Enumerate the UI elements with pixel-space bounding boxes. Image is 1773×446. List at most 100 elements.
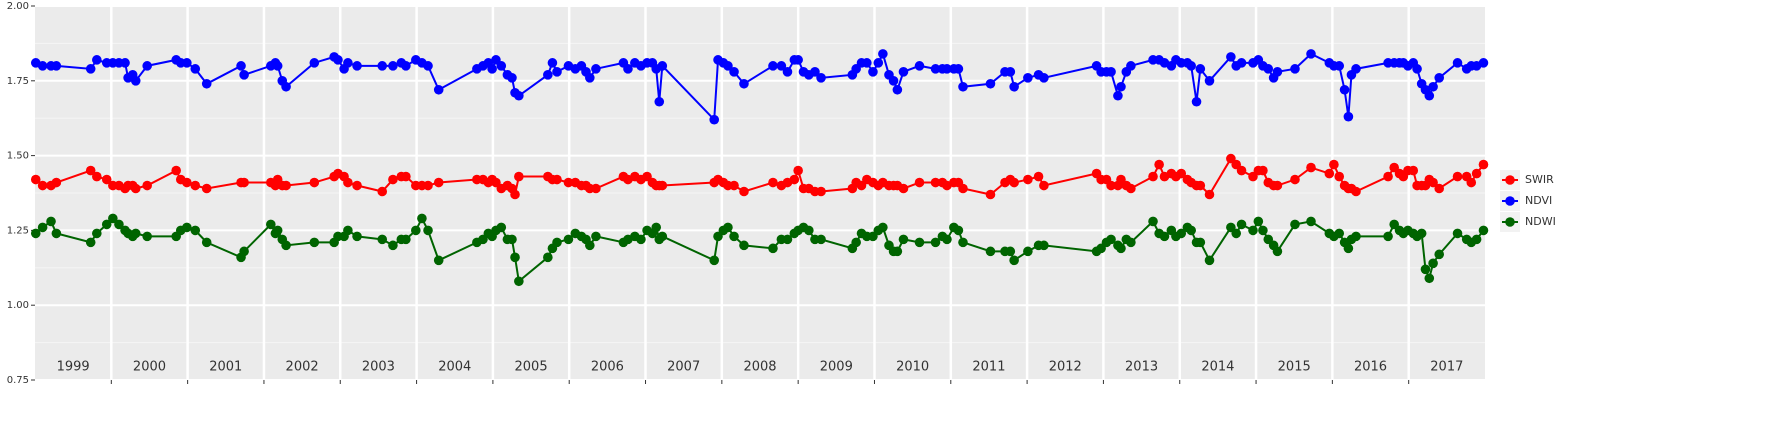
point	[309, 58, 320, 68]
point	[281, 81, 291, 92]
point	[810, 67, 820, 77]
point	[1009, 81, 1019, 92]
point	[942, 234, 952, 245]
point	[1226, 52, 1236, 62]
point	[423, 180, 433, 191]
point	[1263, 64, 1274, 74]
point	[723, 222, 733, 233]
point	[914, 177, 925, 188]
year-label: 2003	[362, 360, 395, 375]
point	[1272, 67, 1283, 77]
point	[585, 240, 595, 251]
year-label: 2010	[896, 360, 929, 375]
point	[1116, 81, 1126, 92]
point	[868, 67, 878, 77]
point	[1420, 264, 1431, 275]
point	[878, 49, 888, 59]
point	[942, 64, 952, 74]
point	[236, 61, 246, 71]
point	[1258, 225, 1268, 236]
point	[591, 183, 601, 194]
point	[985, 189, 996, 200]
point	[591, 231, 601, 242]
point	[1351, 186, 1361, 197]
point	[985, 78, 996, 89]
point	[878, 222, 888, 233]
point	[1126, 237, 1136, 248]
point	[1106, 67, 1116, 77]
point	[1023, 73, 1033, 83]
point	[958, 237, 968, 248]
point	[1434, 183, 1445, 194]
point	[1452, 228, 1463, 239]
point	[1191, 96, 1202, 107]
point	[591, 64, 601, 74]
point	[1452, 58, 1463, 68]
point	[1126, 61, 1136, 71]
point	[281, 240, 291, 251]
point	[487, 64, 497, 74]
point	[101, 219, 112, 230]
point	[1306, 49, 1316, 59]
point	[1005, 246, 1016, 257]
point	[892, 246, 903, 257]
point	[804, 225, 814, 236]
point	[552, 174, 562, 185]
year-label: 2015	[1278, 360, 1311, 375]
point	[1236, 219, 1247, 230]
point	[377, 61, 388, 71]
year-label: 2017	[1430, 360, 1463, 375]
point	[130, 183, 141, 194]
point	[709, 255, 720, 266]
point	[789, 174, 800, 185]
point	[1195, 237, 1206, 248]
point	[417, 213, 427, 224]
point	[510, 252, 520, 263]
point	[309, 177, 320, 188]
point	[768, 61, 778, 71]
point	[239, 246, 249, 257]
point	[563, 234, 574, 245]
point	[92, 228, 102, 239]
point	[1186, 61, 1196, 71]
point	[563, 177, 574, 188]
point	[1204, 189, 1215, 200]
point	[552, 67, 562, 77]
point	[1434, 249, 1445, 260]
point	[1116, 243, 1126, 254]
point	[739, 186, 749, 197]
point	[1258, 165, 1268, 176]
point	[1195, 180, 1206, 191]
point	[46, 216, 56, 227]
point	[1248, 225, 1258, 236]
point	[1324, 168, 1335, 179]
point	[543, 70, 553, 80]
legend-label: NDWI	[1525, 215, 1556, 228]
point	[30, 174, 41, 185]
point	[623, 64, 633, 74]
legend-label: NDVI	[1525, 194, 1552, 207]
point	[514, 171, 524, 182]
point	[92, 55, 102, 65]
point	[1148, 216, 1158, 227]
y-tick-label: 1.25	[7, 225, 29, 236]
point	[1351, 231, 1361, 242]
point	[51, 61, 62, 71]
point	[1428, 81, 1438, 92]
point	[793, 165, 803, 176]
point	[898, 234, 909, 245]
point	[1408, 165, 1419, 176]
point	[552, 237, 562, 248]
point	[85, 237, 96, 248]
y-tick-label: 1.75	[7, 76, 29, 87]
point	[1009, 255, 1019, 266]
point	[201, 237, 212, 248]
point	[1478, 159, 1489, 170]
y-tick-label: 1.50	[7, 151, 29, 162]
point	[1023, 174, 1033, 185]
point	[272, 61, 283, 71]
year-label: 2009	[820, 360, 853, 375]
point	[190, 225, 201, 236]
point	[1154, 159, 1164, 170]
point	[1236, 165, 1247, 176]
